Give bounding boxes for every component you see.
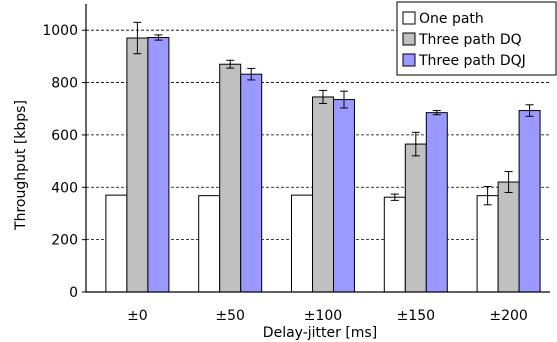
bar-three-path-dq bbox=[497, 181, 520, 293]
bar-three-path-dqj bbox=[333, 99, 355, 293]
legend-swatch bbox=[402, 32, 416, 46]
x-tick-label: ±200 bbox=[489, 308, 527, 324]
bar-three-path-dqj bbox=[518, 110, 541, 293]
legend-label: Three path DQJ bbox=[418, 53, 526, 69]
bar-one-path bbox=[105, 194, 128, 293]
y-tick-label: 1000 bbox=[42, 23, 78, 39]
legend-swatch bbox=[402, 53, 416, 67]
bar-one-path bbox=[476, 195, 499, 293]
legend-box bbox=[396, 1, 557, 76]
bar-one-path bbox=[198, 195, 221, 293]
legend-swatch bbox=[402, 11, 416, 25]
x-tick-label: ±150 bbox=[397, 308, 435, 324]
x-tick-label: ±50 bbox=[215, 308, 245, 324]
y-tick-labels: 0 200 400 600 800 1000 bbox=[42, 23, 78, 301]
y-tick-label: 800 bbox=[51, 76, 78, 92]
bar-three-path-dq bbox=[126, 37, 149, 293]
y-tick-label: 200 bbox=[51, 233, 78, 249]
x-tick-label: ±0 bbox=[127, 308, 148, 324]
bar-three-path-dqj bbox=[147, 37, 170, 293]
bars bbox=[105, 37, 541, 293]
bar-three-path-dq bbox=[219, 63, 242, 293]
bar-one-path bbox=[291, 194, 313, 293]
x-tick-labels: ±0 ±50 ±100 ±150 ±200 bbox=[127, 308, 528, 324]
bar-three-path-dqj bbox=[240, 73, 263, 293]
x-tick-label: ±100 bbox=[304, 308, 342, 324]
y-axis-title: Throughput [kbps] bbox=[13, 100, 29, 231]
bar-three-path-dq bbox=[404, 143, 427, 293]
x-axis-title: Delay-jitter [ms] bbox=[263, 325, 377, 341]
legend-label: Three path DQ bbox=[418, 32, 522, 48]
y-tick-label: 600 bbox=[51, 128, 78, 144]
error-bars bbox=[133, 21, 534, 206]
y-tick-label: 400 bbox=[51, 180, 78, 196]
bar-three-path-dq bbox=[312, 96, 334, 293]
bar-one-path bbox=[383, 196, 406, 293]
y-tick-label: 0 bbox=[69, 285, 78, 301]
legend: One path Three path DQ Three path DQJ bbox=[396, 1, 557, 76]
legend-label: One path bbox=[419, 11, 484, 27]
bar-three-path-dqj bbox=[425, 112, 448, 293]
axes bbox=[82, 4, 550, 293]
